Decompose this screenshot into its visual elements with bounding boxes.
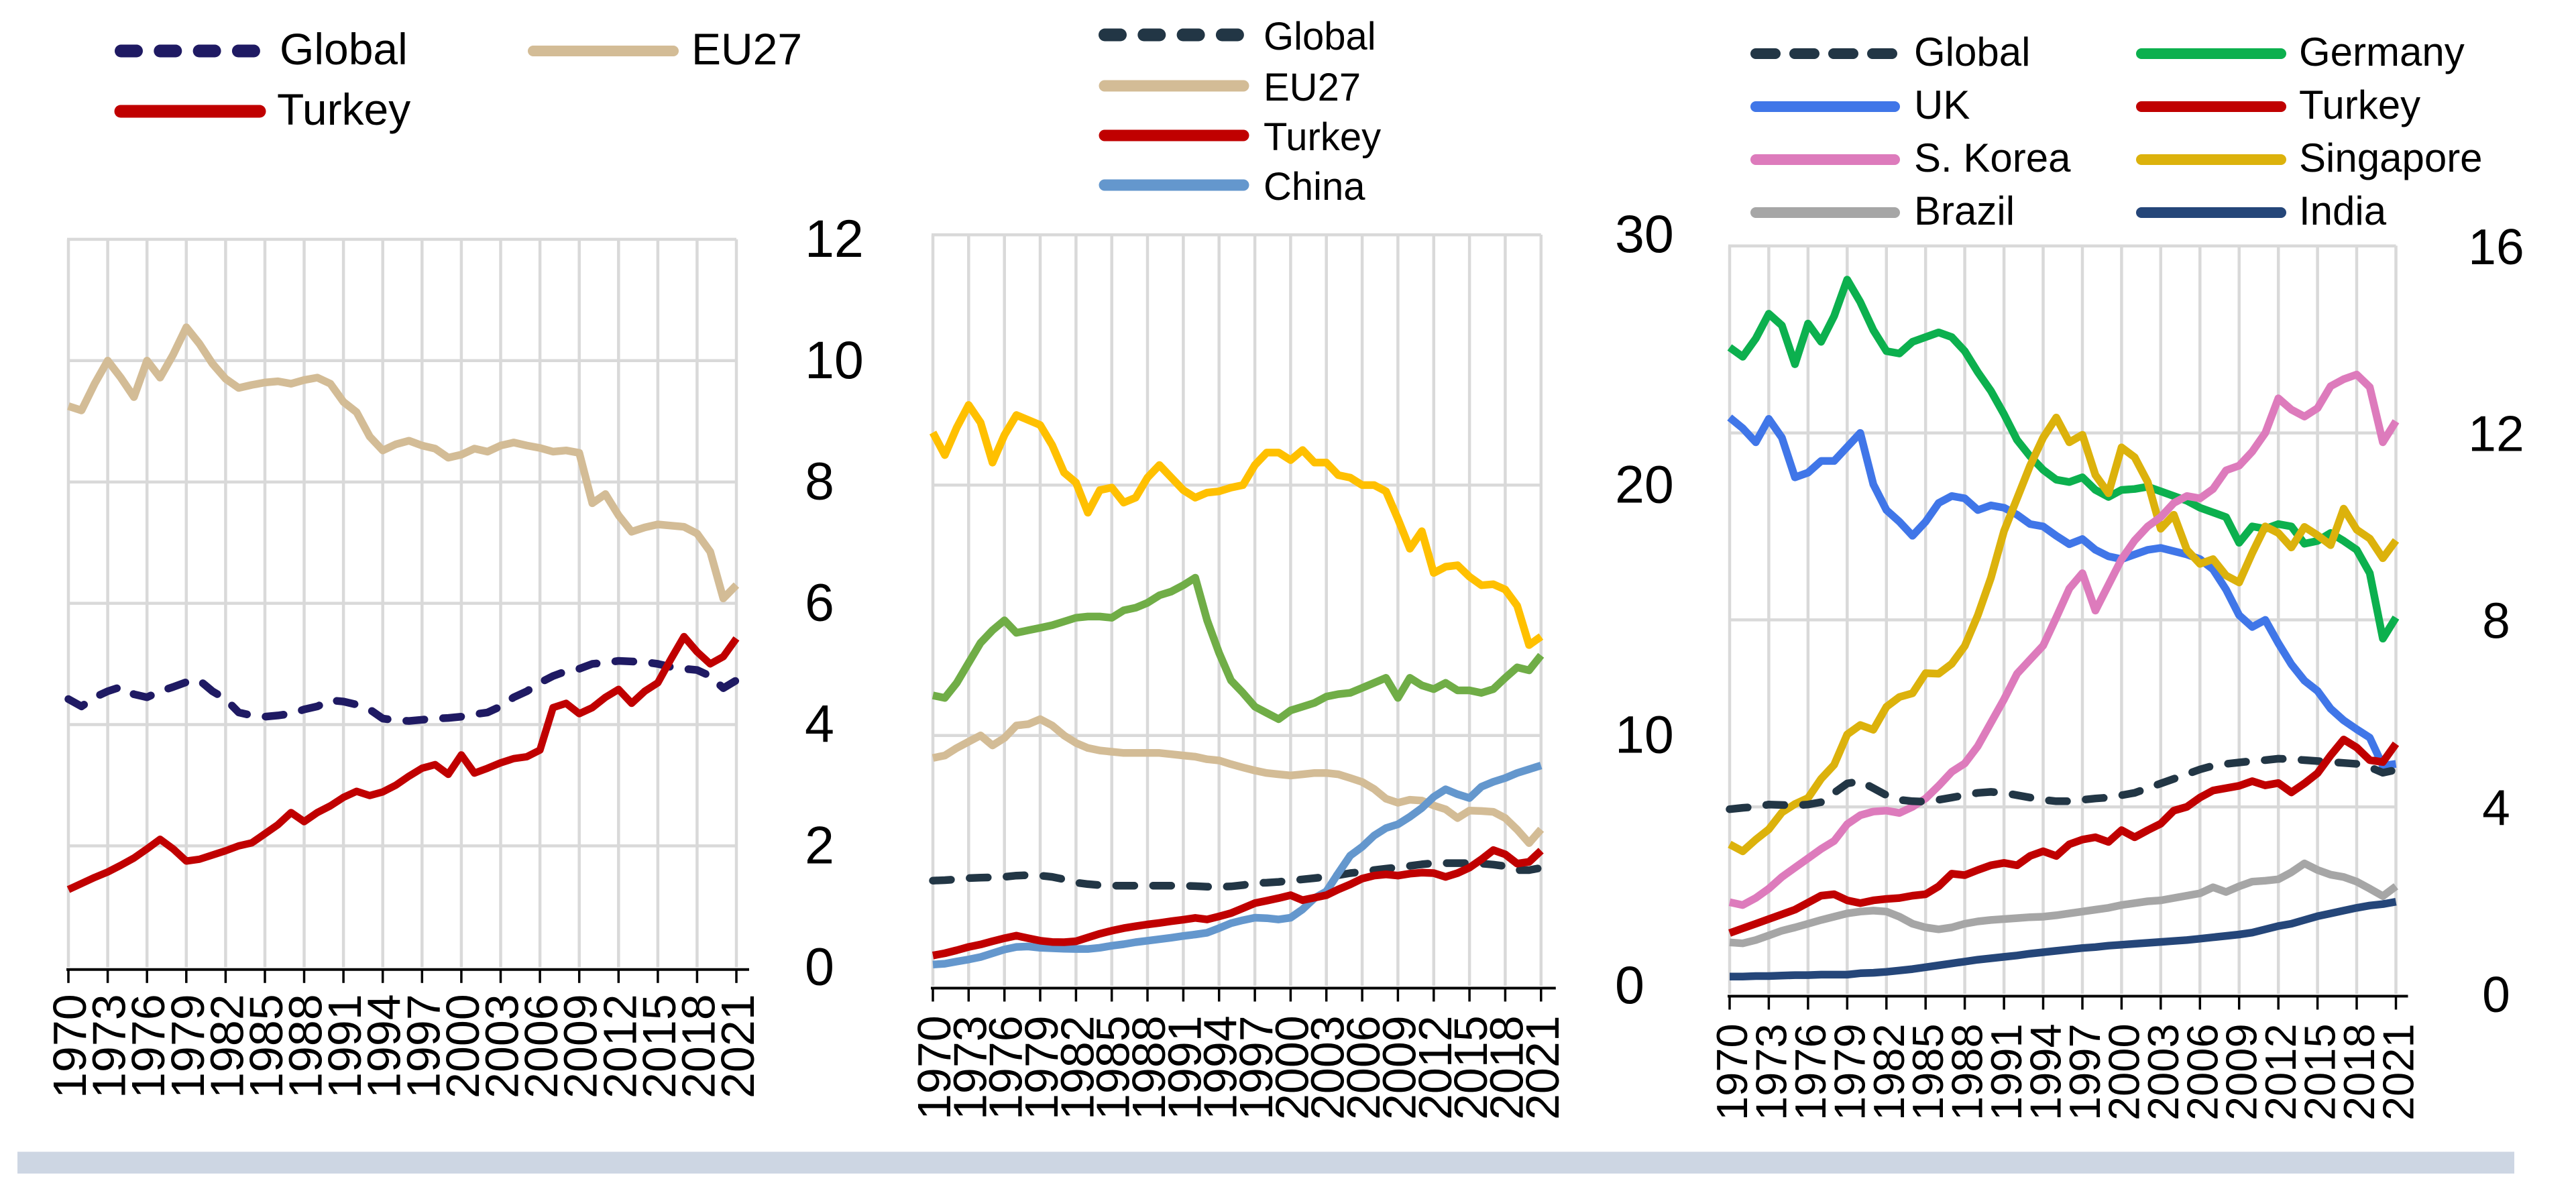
svg-text:1982: 1982 xyxy=(1051,1015,1103,1120)
svg-text:1973: 1973 xyxy=(83,994,135,1098)
svg-text:1994: 1994 xyxy=(2021,1023,2070,1121)
svg-text:2000: 2000 xyxy=(2099,1023,2148,1121)
svg-text:2021: 2021 xyxy=(2374,1023,2423,1121)
svg-text:2012: 2012 xyxy=(1409,1015,1461,1120)
svg-text:16: 16 xyxy=(2468,219,2524,275)
svg-text:1976: 1976 xyxy=(980,1015,1032,1120)
svg-text:1985: 1985 xyxy=(240,994,292,1098)
svg-text:Global: Global xyxy=(1264,15,1376,58)
svg-text:2015: 2015 xyxy=(2296,1023,2345,1121)
svg-text:1979: 1979 xyxy=(1825,1023,1874,1121)
svg-text:China: China xyxy=(1264,165,1365,209)
svg-text:2018: 2018 xyxy=(672,994,724,1098)
svg-text:Global: Global xyxy=(280,24,408,74)
svg-text:2003: 2003 xyxy=(2139,1023,2188,1121)
svg-text:1973: 1973 xyxy=(944,1015,996,1120)
svg-text:2012: 2012 xyxy=(2256,1023,2305,1121)
svg-text:1970: 1970 xyxy=(1707,1023,1756,1121)
svg-text:Brazil: Brazil xyxy=(1914,188,2015,233)
svg-text:20: 20 xyxy=(1615,454,1674,514)
svg-text:2006: 2006 xyxy=(2178,1023,2227,1121)
svg-text:1985: 1985 xyxy=(1087,1015,1139,1120)
svg-text:Turkey: Turkey xyxy=(2299,82,2420,127)
svg-text:Germany: Germany xyxy=(2299,30,2465,74)
svg-text:2003: 2003 xyxy=(476,994,528,1098)
svg-text:1970: 1970 xyxy=(908,1015,960,1120)
svg-text:0: 0 xyxy=(805,936,834,996)
svg-text:1991: 1991 xyxy=(319,994,371,1098)
svg-text:4: 4 xyxy=(805,694,834,754)
svg-text:1997: 1997 xyxy=(1230,1015,1282,1120)
svg-text:1985: 1985 xyxy=(1903,1023,1952,1121)
svg-text:2006: 2006 xyxy=(1337,1015,1390,1120)
svg-text:10: 10 xyxy=(805,330,864,390)
svg-text:1991: 1991 xyxy=(1158,1015,1211,1120)
svg-text:2009: 2009 xyxy=(2217,1023,2266,1121)
svg-text:1976: 1976 xyxy=(1786,1023,1835,1121)
svg-text:2015: 2015 xyxy=(1445,1015,1497,1120)
svg-text:4: 4 xyxy=(2482,779,2510,836)
svg-text:12: 12 xyxy=(805,209,864,268)
svg-text:2: 2 xyxy=(805,815,834,874)
svg-text:1970: 1970 xyxy=(44,994,96,1098)
svg-text:6: 6 xyxy=(805,573,834,632)
svg-text:1976: 1976 xyxy=(122,994,174,1098)
svg-text:8: 8 xyxy=(2482,592,2510,648)
svg-text:12: 12 xyxy=(2468,406,2524,462)
svg-text:0: 0 xyxy=(1615,955,1644,1015)
svg-text:2021: 2021 xyxy=(712,994,764,1098)
svg-text:30: 30 xyxy=(1615,204,1674,264)
svg-text:2000: 2000 xyxy=(1266,1015,1318,1120)
svg-text:EU27: EU27 xyxy=(1264,66,1361,109)
svg-text:2012: 2012 xyxy=(594,994,646,1098)
svg-text:1982: 1982 xyxy=(1864,1023,1913,1121)
svg-text:UK: UK xyxy=(1914,82,1970,127)
svg-text:S. Korea: S. Korea xyxy=(1914,135,2071,180)
svg-text:10: 10 xyxy=(1615,705,1674,764)
svg-text:Turkey: Turkey xyxy=(277,84,410,134)
svg-text:2003: 2003 xyxy=(1302,1015,1354,1120)
svg-text:1991: 1991 xyxy=(1982,1023,2031,1121)
svg-text:1979: 1979 xyxy=(162,994,214,1098)
svg-text:2009: 2009 xyxy=(555,994,607,1098)
svg-text:1997: 1997 xyxy=(397,994,449,1098)
svg-text:Singapore: Singapore xyxy=(2299,135,2483,180)
svg-text:2018: 2018 xyxy=(2335,1023,2384,1121)
svg-text:8: 8 xyxy=(805,451,834,511)
svg-text:2009: 2009 xyxy=(1373,1015,1425,1120)
svg-text:Global: Global xyxy=(1914,30,2030,74)
svg-text:EU27: EU27 xyxy=(691,24,802,74)
svg-text:1994: 1994 xyxy=(358,994,410,1098)
svg-text:2000: 2000 xyxy=(437,994,489,1098)
svg-text:1979: 1979 xyxy=(1015,1015,1068,1120)
svg-text:2021: 2021 xyxy=(1516,1015,1569,1120)
svg-text:1997: 1997 xyxy=(2060,1023,2109,1121)
svg-text:1982: 1982 xyxy=(201,994,253,1098)
svg-text:1973: 1973 xyxy=(1746,1023,1795,1121)
svg-text:Turkey: Turkey xyxy=(1264,115,1381,159)
svg-text:0: 0 xyxy=(2482,966,2510,1023)
svg-text:1988: 1988 xyxy=(1123,1015,1175,1120)
svg-text:2015: 2015 xyxy=(633,994,685,1098)
svg-text:1988: 1988 xyxy=(1943,1023,1992,1121)
svg-text:2018: 2018 xyxy=(1480,1015,1532,1120)
svg-text:2006: 2006 xyxy=(515,994,567,1098)
svg-text:1994: 1994 xyxy=(1194,1015,1247,1120)
svg-text:India: India xyxy=(2299,188,2387,233)
svg-text:1988: 1988 xyxy=(280,994,332,1098)
